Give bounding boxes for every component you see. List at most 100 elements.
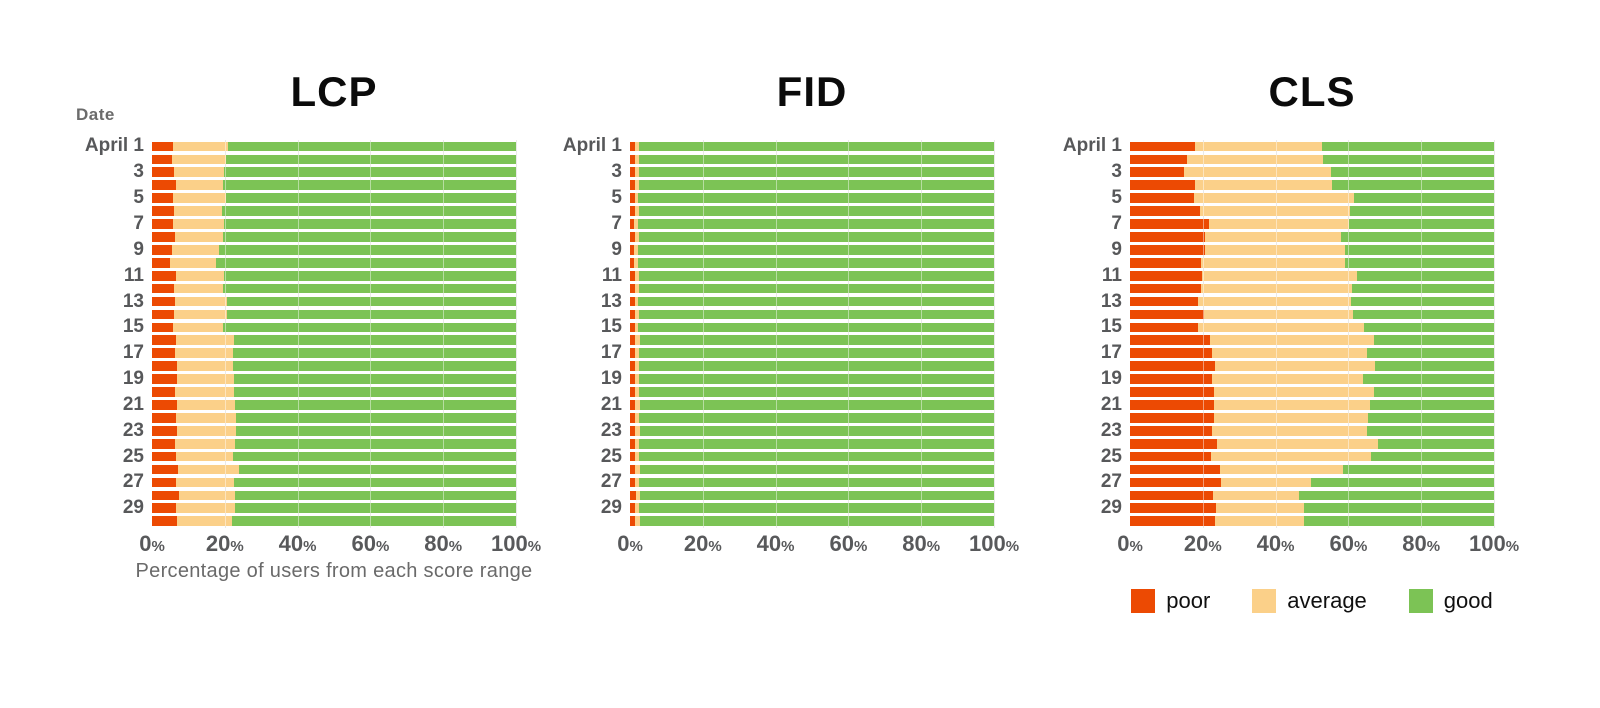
y-axis-label: 27 [122, 471, 144, 493]
y-axis-label: 29 [600, 497, 622, 519]
bar-row [1130, 489, 1494, 502]
bar-segment-poor [1130, 348, 1212, 359]
bar-segment-average [635, 490, 641, 501]
gridline [516, 140, 517, 528]
bar-segment-poor [152, 464, 178, 475]
bar-segment-average [173, 219, 225, 229]
bar-segment-average [177, 374, 235, 384]
x-tick-number: 80 [424, 531, 449, 556]
stacked-bar [1130, 244, 1494, 255]
bar-segment-average [174, 348, 233, 359]
stacked-bar [152, 309, 516, 320]
stacked-bar [1130, 374, 1494, 384]
y-axis-label: 9 [133, 238, 144, 260]
bar-segment-average [1194, 193, 1354, 203]
bar-segment-good [639, 438, 994, 449]
stacked-bar [630, 412, 994, 423]
bar-segment-average [634, 219, 638, 229]
bar-segment-average [176, 503, 235, 514]
bar-row [152, 256, 516, 269]
x-tick-number: 40 [278, 531, 304, 556]
bar-row [1130, 218, 1494, 231]
x-tick-percent-sign: % [1505, 538, 1520, 555]
stacked-bar [630, 309, 994, 320]
bar-row [630, 463, 994, 476]
x-tick-number: 40 [756, 531, 782, 556]
y-axis-label: 9 [1111, 238, 1122, 260]
stacked-bar [630, 257, 994, 268]
gridline [1421, 140, 1423, 528]
y-axis-label: 7 [133, 213, 144, 234]
stacked-bar [630, 348, 994, 359]
bar-row [630, 347, 994, 360]
bar-segment-average [1195, 180, 1333, 191]
stacked-bar [152, 451, 516, 462]
stacked-bar [630, 361, 994, 371]
stacked-bar [152, 322, 516, 333]
bar-segment-average [1197, 296, 1352, 307]
y-axis-label [74, 515, 144, 528]
stacked-bar [152, 438, 516, 449]
bar-segment-average [1210, 335, 1374, 346]
x-tick-label: 40% [279, 531, 317, 557]
y-axis-label: 29 [122, 497, 144, 519]
gridline [1202, 140, 1204, 528]
x-tick-label: 0% [1117, 531, 1143, 557]
bar-segment-average [173, 322, 223, 333]
bar-row [630, 295, 994, 308]
bar-segment-good [222, 322, 516, 333]
stacked-bar [152, 232, 516, 242]
stacked-bar [630, 322, 994, 333]
stacked-bar [1130, 348, 1494, 359]
x-tick-number: 60 [829, 531, 854, 556]
gridline [702, 140, 704, 528]
y-axis-label: 25 [122, 445, 144, 467]
stacked-bar [1130, 270, 1494, 281]
stacked-bar [152, 154, 516, 165]
stacked-bar [1130, 309, 1494, 320]
y-axis-label: 13 [122, 290, 144, 312]
stacked-bar [1130, 477, 1494, 488]
bar-row [1130, 166, 1494, 179]
bar-segment-poor [152, 257, 170, 268]
bar-row [1130, 230, 1494, 243]
bar-segment-average [634, 244, 638, 255]
bar-segment-good [639, 167, 994, 178]
bar-segment-average [1208, 219, 1349, 229]
bar-segment-good [1369, 400, 1494, 410]
bar-row [630, 166, 994, 179]
y-axis-labels: April 1 3 5 7 9 11 13 15 17 19 21 23 25 27 29 [74, 135, 144, 528]
x-tick-number: 100 [1468, 531, 1506, 556]
bar-segment-good [639, 503, 994, 514]
x-tick-percent-sign: % [527, 538, 542, 555]
bar-segment-average [177, 464, 240, 475]
stacked-bar [1130, 400, 1494, 410]
bar-row [1130, 386, 1494, 399]
stacked-bar [1130, 180, 1494, 191]
bar-segment-good [223, 283, 516, 294]
bar-row [1130, 256, 1494, 269]
stacked-bar [630, 232, 994, 242]
bar-segment-poor [1130, 374, 1212, 384]
stacked-bar [152, 244, 516, 255]
bar-segment-good [639, 309, 994, 320]
bar-row [630, 437, 994, 450]
x-tick-number: 100 [968, 531, 1006, 556]
x-tick-percent-sign: % [926, 538, 941, 555]
gridline [1348, 140, 1350, 528]
bar-segment-poor [630, 167, 635, 178]
y-axis-label: 21 [600, 393, 622, 415]
bar-segment-good [1367, 348, 1494, 359]
stacked-bar [630, 296, 994, 307]
stacked-bar [1130, 232, 1494, 242]
bar-row [1130, 153, 1494, 166]
stacked-bar [1130, 322, 1494, 333]
stacked-bar [1130, 490, 1494, 501]
bar-segment-good [216, 257, 516, 268]
bar-segment-average [635, 477, 640, 488]
x-tick-label: 100% [491, 531, 541, 557]
stacked-bar [630, 283, 994, 294]
bar-segment-average [1195, 141, 1323, 152]
y-axis-label: 11 [123, 264, 144, 286]
bar-segment-poor [630, 516, 636, 527]
